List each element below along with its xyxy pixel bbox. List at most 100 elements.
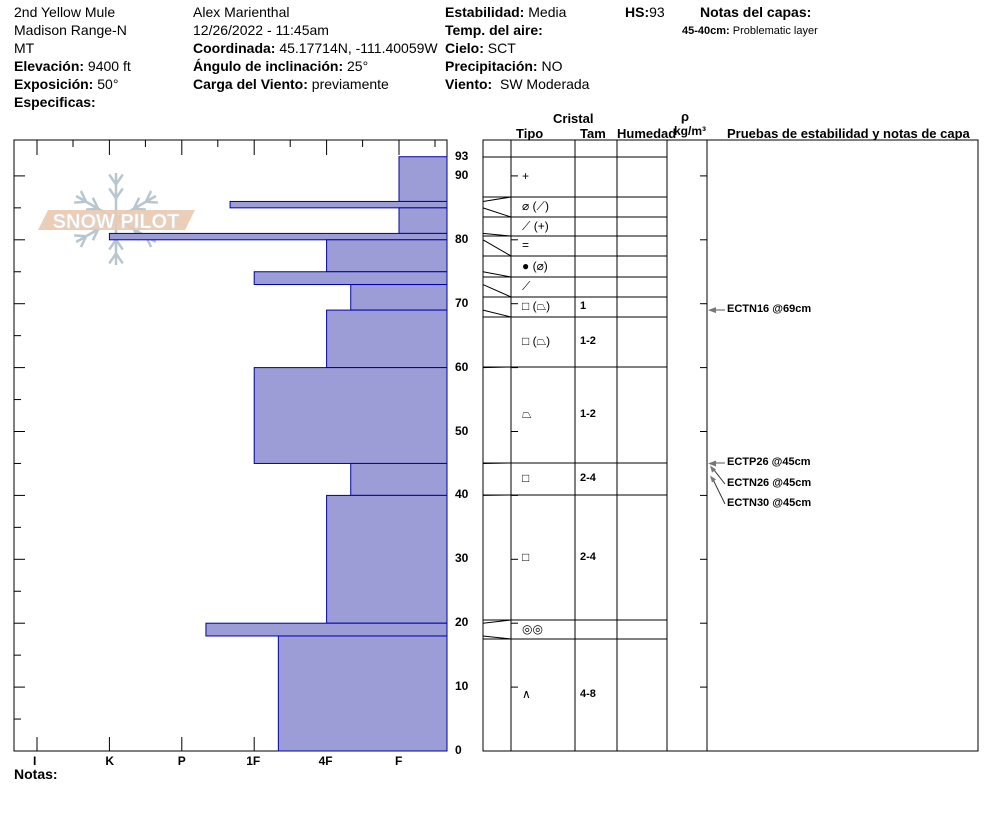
x-tick-label: 4F (318, 754, 333, 768)
coord-label: Coordinada: (193, 40, 276, 56)
y-tick-label: 93 (455, 148, 469, 163)
crystal-type: ⌀ (⟋) (522, 199, 549, 213)
precip-label: Precipitación: (445, 58, 538, 74)
test-arrow (711, 477, 726, 505)
wind: Viento: SW Moderada (445, 76, 589, 93)
col-density: kg/m³ (674, 124, 707, 138)
wind-value: SW Moderada (499, 76, 590, 92)
layer-note-range: 45-40cm: (682, 25, 730, 37)
elevation: Elevación: 9400 ft (14, 58, 131, 75)
stability-test-label: ECTN26 @45cm (727, 477, 812, 489)
arrow-head-icon (708, 307, 716, 314)
crystal-table-frame (482, 139, 979, 752)
stability: Estabilidad: Media (445, 4, 566, 21)
aspect-value: 50° (97, 76, 119, 92)
sky-value: SCT (487, 40, 516, 56)
hardness-bar (205, 622, 448, 637)
crystal-size: 2-4 (580, 550, 596, 563)
stability-label: Estabilidad: (445, 4, 525, 20)
y-tick-label: 20 (455, 615, 469, 630)
crystal-type: + (522, 169, 530, 183)
y-tick-label: 50 (455, 423, 469, 438)
observer: Alex Marienthal (193, 4, 290, 20)
arrow-head-icon (710, 465, 716, 473)
slope-label: Ángulo de inclinación: (193, 58, 344, 74)
range-name: Madison Range-N (14, 22, 127, 38)
crystal-type: = (522, 238, 530, 252)
crystal-size: 1 (580, 300, 587, 312)
col-crystal: Cristal (553, 111, 594, 126)
stability-value: Media (528, 4, 567, 20)
stability-test-label: ECTN16 @69cm (727, 303, 812, 315)
stability-test-label: ECTN30 @45cm (727, 497, 812, 509)
wind-load-value: previamente (311, 76, 389, 92)
x-tick-label: P (177, 754, 186, 768)
hardness-bar (108, 232, 448, 241)
y-tick-label: 0 (455, 743, 462, 757)
x-tick-label: F (395, 754, 403, 768)
wind-label: Viento: (445, 76, 493, 92)
coordinates: Coordinada: 45.17714N, -111.40059W (193, 40, 438, 57)
crystal-size: 4-8 (580, 688, 596, 700)
layer-connector (482, 619, 512, 624)
hardness-bar (350, 462, 448, 496)
layer-connector (482, 196, 512, 202)
wind-load-label: Carga del Viento: (193, 76, 308, 92)
y-tick-label: 90 (455, 167, 469, 182)
hardness-bar (326, 494, 448, 624)
crystal-size: 1-2 (580, 335, 596, 347)
arrow-head-icon (708, 460, 716, 467)
hs-label: HS: (625, 4, 650, 20)
precip-value: NO (541, 58, 563, 74)
state: MT (14, 40, 35, 56)
layer-notes-label: Notas del capas: (700, 4, 812, 20)
crystal-type: □ (⏢) (522, 334, 551, 348)
layer-connector (482, 366, 512, 369)
wind-load: Carga del Viento: previamente (193, 76, 389, 93)
hardness-bar (326, 239, 448, 273)
layer-connector (482, 635, 512, 640)
layer-connector (482, 284, 512, 298)
elevation-value: 9400 ft (87, 58, 131, 74)
col-type: Tipo (516, 126, 544, 141)
logo-text: SNOW PILOT (53, 211, 180, 233)
crystal-type: ● (⌀) (522, 258, 548, 273)
y-tick-label: 10 (455, 679, 469, 694)
hardness-bar (326, 309, 448, 369)
sky-label: Cielo: (445, 40, 484, 56)
aspect: Exposición: 50° (14, 76, 118, 93)
hs-value: 93 (649, 4, 665, 20)
slope: Ángulo de inclinación: 25° (193, 58, 368, 75)
crystal-type: ⏢ (522, 407, 532, 421)
notes-label: Notas: (14, 766, 58, 782)
crystal-size: 1-2 (580, 408, 596, 420)
slope-value: 25° (347, 58, 369, 74)
y-tick-label: 30 (455, 551, 469, 566)
layer-connector (482, 271, 512, 278)
sky: Cielo: SCT (445, 40, 516, 57)
x-tick-label: 1F (246, 754, 261, 768)
crystal-type: ◎◎ (522, 621, 543, 636)
hardness-bar (229, 200, 448, 209)
layer-connector (482, 207, 512, 218)
y-tick-label: 40 (455, 487, 469, 502)
col-moisture: Humedad (617, 126, 677, 141)
hardness-bar (277, 635, 448, 752)
crystal-type: ⟋ (+) (522, 218, 549, 233)
col-tests: Pruebas de estabilidad y notas de capa (727, 126, 970, 141)
col-size: Tam (580, 126, 606, 141)
y-tick-label: 70 (455, 295, 469, 310)
y-tick-label: 80 (455, 231, 469, 246)
stability-test-label: ECTP26 @45cm (727, 456, 811, 468)
air-temp-label: Temp. del aire: (445, 22, 543, 38)
crystal-type: ∧ (522, 687, 531, 701)
logo-banner (38, 210, 195, 230)
site-name: 2nd Yellow Mule (14, 4, 116, 20)
crystal-type: □ (522, 471, 530, 485)
elevation-label: Elevación: (14, 58, 85, 74)
x-tick-label: I (33, 754, 37, 768)
hardness-bar (398, 207, 448, 234)
hardness-bar (350, 284, 448, 311)
layer-note: 45-40cm: Problematic layer (682, 23, 818, 40)
